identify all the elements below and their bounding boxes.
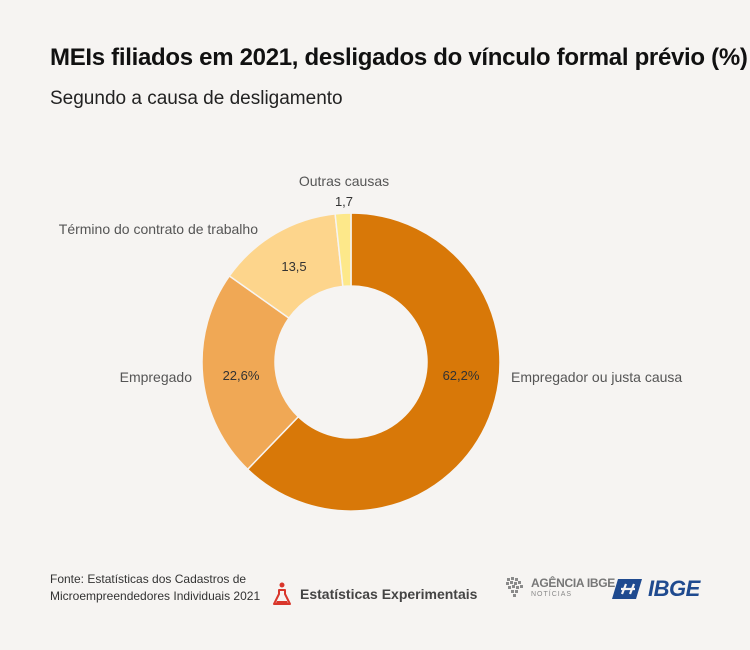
value-label: 1,7	[335, 194, 353, 209]
source-note: Fonte: Estatísticas dos Cadastros de Mic…	[50, 572, 261, 603]
donut-slice	[201, 274, 300, 471]
experimental-label: Estatísticas Experimentais	[300, 586, 478, 602]
value-label: 13,5	[281, 259, 306, 274]
brazil-map-icon	[506, 577, 523, 597]
ibge-logo-icon	[612, 579, 642, 599]
chart-subtitle: Segundo a causa de desligamento	[50, 88, 343, 109]
chart-title: MEIs filiados em 2021, desligados do vín…	[50, 44, 748, 71]
category-label: Empregador ou justa causa	[511, 369, 682, 385]
category-label: Empregado	[120, 369, 193, 385]
donut-slice	[334, 212, 352, 288]
experimental-badge: Estatísticas Experimentais	[272, 582, 477, 606]
ibge-logo-text: IBGE	[648, 576, 700, 601]
donut-chart: Empregador ou justa causa Empregado Términ…	[59, 173, 682, 512]
value-label: 62,2%	[443, 368, 480, 383]
value-label: 22,6%	[223, 368, 260, 383]
agencia-sub-text: NOTÍCIAS	[531, 590, 573, 598]
flask-icon	[273, 582, 291, 605]
ibge-logo: IBGE	[612, 576, 700, 602]
donut-slice	[246, 212, 501, 512]
agencia-ibge-logo: AGÊNCIA IBGE NOTÍCIAS	[505, 576, 615, 598]
agencia-brand-text: AGÊNCIA IBGE	[531, 575, 615, 590]
category-label: Término do contrato de trabalho	[59, 221, 258, 237]
category-label: Outras causas	[299, 173, 389, 189]
